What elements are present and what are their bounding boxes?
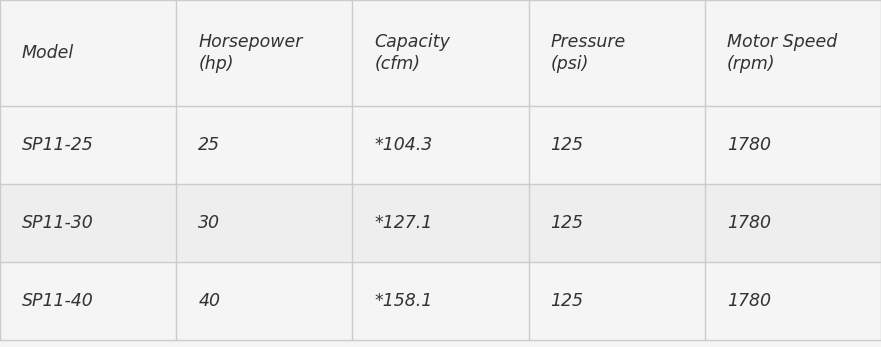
Bar <box>0 262 176 340</box>
Text: Motor Speed
(rpm): Motor Speed (rpm) <box>727 33 837 73</box>
Text: 125: 125 <box>551 292 583 310</box>
Bar <box>176 0 352 106</box>
Bar <box>705 106 881 184</box>
Bar <box>529 262 705 340</box>
Text: SP11-30: SP11-30 <box>22 214 93 232</box>
Text: Model: Model <box>22 44 74 62</box>
Bar <box>352 106 529 184</box>
Bar <box>176 262 352 340</box>
Bar <box>352 0 529 106</box>
Bar <box>176 184 352 262</box>
Bar <box>705 0 881 106</box>
Bar <box>705 262 881 340</box>
Bar <box>529 184 705 262</box>
Text: Capacity
(cfm): Capacity (cfm) <box>374 33 450 73</box>
Bar <box>0 106 176 184</box>
Text: 1780: 1780 <box>727 214 771 232</box>
Text: 125: 125 <box>551 214 583 232</box>
Bar <box>529 106 705 184</box>
Text: Horsepower
(hp): Horsepower (hp) <box>198 33 302 73</box>
Text: 1780: 1780 <box>727 292 771 310</box>
Bar <box>0 184 176 262</box>
Bar <box>352 184 529 262</box>
Text: 30: 30 <box>198 214 220 232</box>
Text: 25: 25 <box>198 136 220 154</box>
Bar <box>705 184 881 262</box>
Text: 40: 40 <box>198 292 220 310</box>
Bar <box>176 106 352 184</box>
Text: *104.3: *104.3 <box>374 136 433 154</box>
Text: SP11-40: SP11-40 <box>22 292 93 310</box>
Bar <box>0 0 176 106</box>
Bar <box>352 262 529 340</box>
Text: *127.1: *127.1 <box>374 214 433 232</box>
Text: Pressure
(psi): Pressure (psi) <box>551 33 626 73</box>
Text: *158.1: *158.1 <box>374 292 433 310</box>
Text: SP11-25: SP11-25 <box>22 136 93 154</box>
Bar <box>529 0 705 106</box>
Text: 1780: 1780 <box>727 136 771 154</box>
Text: 125: 125 <box>551 136 583 154</box>
